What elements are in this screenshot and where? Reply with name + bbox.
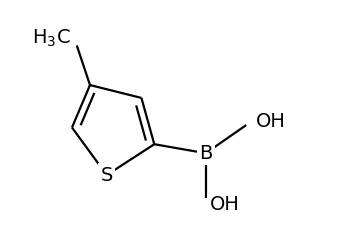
Text: $\mathregular{H_3C}$: $\mathregular{H_3C}$ <box>32 28 71 50</box>
Text: OH: OH <box>256 112 286 131</box>
Text: OH: OH <box>210 195 239 214</box>
Text: S: S <box>101 166 113 185</box>
Text: B: B <box>199 144 212 163</box>
